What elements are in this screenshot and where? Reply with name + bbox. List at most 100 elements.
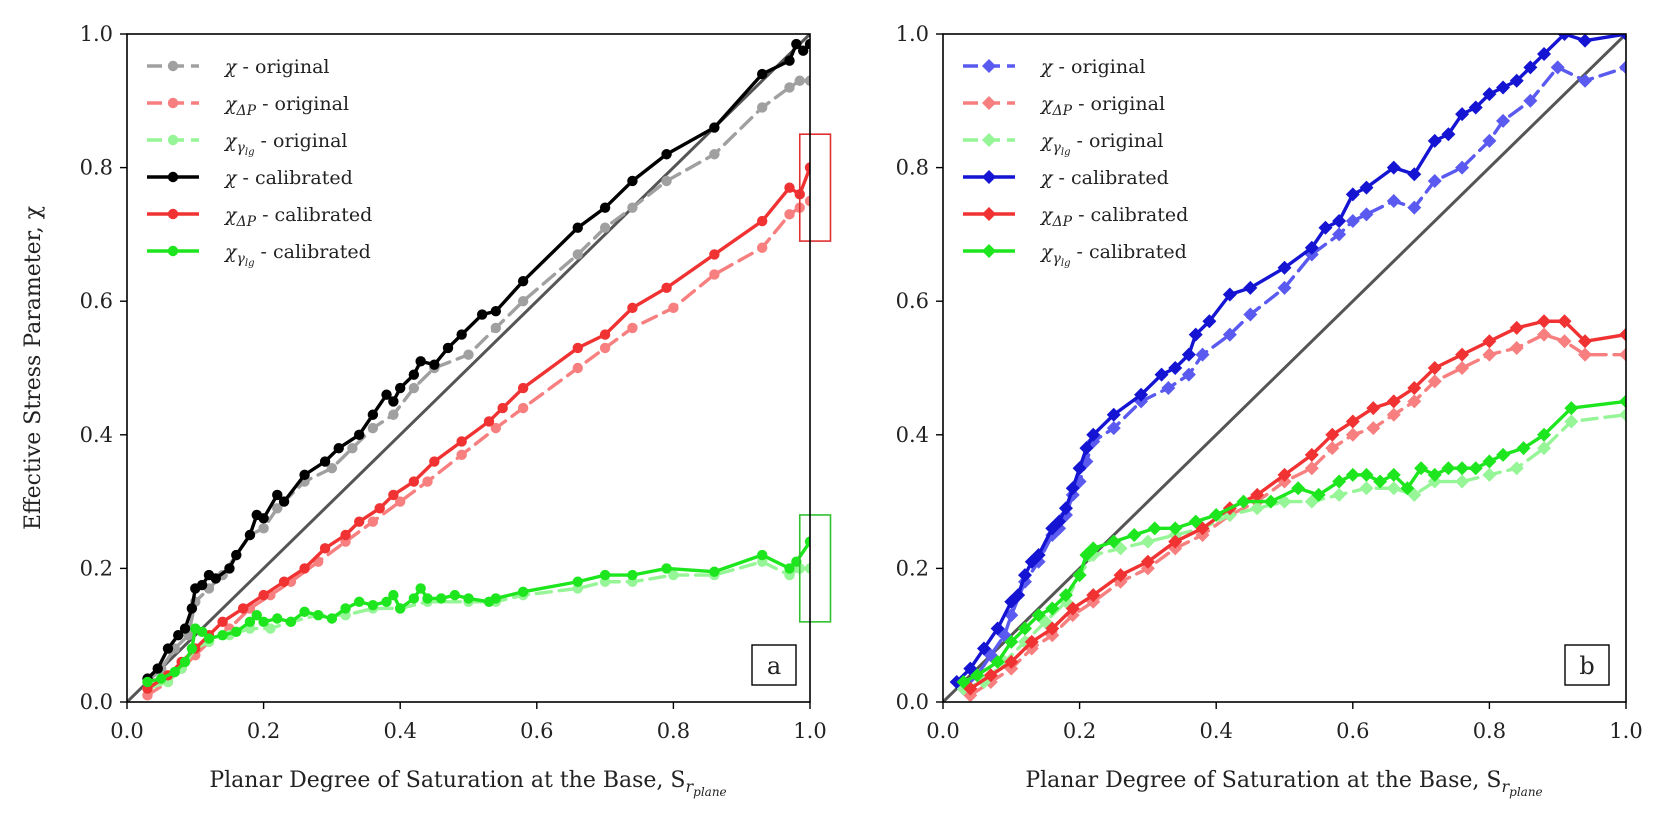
series-0-point [1619,60,1626,75]
series-line-4 [968,319,1626,691]
series-5-point [791,556,802,567]
series-1-point [1619,347,1626,362]
series-3-point [1052,514,1067,529]
series-3-point [1058,501,1073,516]
series-3-point [1332,214,1347,229]
series-4-point [456,436,467,447]
series-5-point [299,606,310,618]
x-axis-title-b-main: Planar Degree of Saturation at the Base,… [1025,768,1501,793]
series-3-point [1468,100,1483,115]
x-tick-label: 0.2 [247,719,280,743]
series-5-point [956,674,971,689]
legend-marker [982,170,996,184]
legend-subsubscript: lg [245,147,255,158]
series-4-point [627,302,638,314]
series-2-point [1619,407,1626,422]
series-4-point [1427,361,1442,375]
series-4-point [237,603,249,614]
series-4-point [483,416,495,427]
series-4-point [1537,314,1552,329]
x-axis-title-a-subsub: plane [693,785,727,799]
series-0-point [367,422,379,434]
series-5-point [756,549,768,561]
legend-symbol: χ [223,241,238,263]
series-3-point [456,329,467,340]
series-5-point [1537,427,1552,442]
series-5-point [186,643,198,654]
series-2-point [1537,441,1552,456]
series-4-point [1325,427,1340,442]
y-tick-label: 0.8 [80,156,113,180]
panel-label-box [1564,644,1610,686]
panel-b-chart: 0.0 0.2 0.4 0.6 0.8 1.0 0.0 0.2 0.4 0.6 0.8 1.0 χ - … [896,22,1643,743]
legend-symbol: χ [223,204,238,226]
series-3-point [791,38,802,50]
series-3-point [162,643,174,654]
series-4-point [1140,554,1155,569]
series-5-point [155,673,167,684]
legend-symbol: χ [1039,56,1054,78]
series-5-point [1031,608,1046,623]
series-2-point [668,569,679,581]
panel-label: a [767,652,781,680]
series-5-point [1414,461,1429,476]
series-1-point [668,302,679,314]
series-5-point [1619,394,1626,409]
series-3-point [173,630,184,641]
series-5-point [367,599,379,611]
series-3-point [797,45,809,56]
legend-marker [167,208,179,220]
series-0-point [756,102,768,113]
legend-rest: - calibrated [1053,167,1169,189]
series-5-point [258,616,269,628]
series-0-point [1181,367,1196,382]
series-4-point [784,182,795,193]
series-5-point [388,589,399,601]
series-0-point [517,296,529,307]
series-3-point [415,356,426,367]
x-tick-label: 0.6 [1336,719,1369,743]
series-4-point [258,589,269,601]
x-axis-title-b-subsub: plane [1509,785,1543,799]
legend-label: χ - original [1039,56,1146,78]
series-5-point [784,563,795,574]
series-4-point [804,162,810,173]
series-5-point [804,536,810,547]
series-3-point [299,469,310,481]
series-5-point [1373,474,1388,489]
series-3-point [1359,180,1374,195]
series-5-point [1455,461,1470,476]
x-axis-title-a-sub: r [686,777,695,796]
legend-subscript: γ [237,140,246,156]
legend-marker [982,133,996,147]
series-1-point [599,342,611,354]
y-tick-label: 0.4 [80,423,113,447]
series-5-point [1263,494,1278,509]
y-tick-label: 0.6 [80,289,113,313]
legend-symbol: χ [1039,204,1054,226]
series-3-point [1441,127,1456,142]
series-3-point [179,623,191,634]
legend-marker [982,96,996,110]
series-4-point [1557,314,1572,329]
legend-subsubscript: lg [1061,147,1071,158]
series-0-point [388,409,399,420]
legend-symbol: χ [223,130,238,152]
series-3-point [395,382,406,394]
series-4-point [1455,347,1470,362]
series-4-point [1509,320,1524,335]
series-5-point [1106,534,1121,549]
x-tick-label: 0.8 [657,719,690,743]
y-axis-title: Effective Stress Parameter, χ [21,206,46,530]
series-4-point [1065,601,1080,616]
series-1-point [1407,394,1422,409]
y-tick-label: 0.0 [896,690,929,714]
series-2-point [1564,414,1579,429]
series-0-point [1578,73,1593,88]
series-5-point [970,668,985,683]
legend-symbol: χ [1039,241,1054,263]
series-5-point [1147,521,1162,536]
series-3-point [784,55,795,66]
series-5-point [1400,481,1415,496]
series-5-point [313,609,324,621]
